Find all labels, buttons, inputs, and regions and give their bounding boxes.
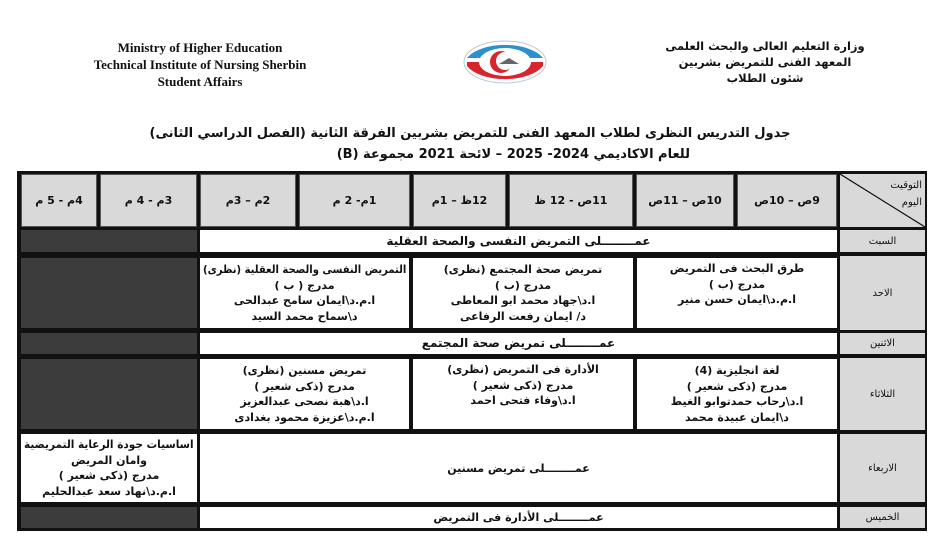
saturday-practical: عمــــــــلى التمريض النفسى والصحة العقل…	[200, 230, 837, 252]
lecturer: ا.م.د\ايمان حسن منير	[678, 293, 796, 306]
room: مدرج (ب )	[708, 277, 766, 291]
time-header: 10ص – 11ص	[636, 174, 734, 227]
sunday-slot-1: طرق البحث فى التمريض مدرج (ب ) ا.م.د\ايم…	[637, 258, 837, 328]
subject: تمريض صحة المجتمع (نظرى)	[443, 263, 603, 276]
monday-practical: عمــــــــلى تمريض صحة المجتمع	[200, 333, 837, 354]
tuesday-slot-2: الأدارة فى التمريض (نظرى) مدرج (ذكى شعير…	[413, 359, 633, 429]
institute-ar: المعهد الفنى للتمريض بشربين	[678, 55, 852, 69]
thursday-practical: عمــــــــلى الأدارة فى التمريض	[200, 507, 837, 528]
schedule-title: جدول التدريس النظرى لطلاب المعهد الفنى ل…	[149, 126, 791, 141]
lecturer: د\سماح محمد السيد	[251, 309, 358, 323]
corner-cell: التوقيت اليوم	[840, 174, 925, 227]
empty-slot	[21, 359, 197, 429]
lecturer: ا.د\رحاب حمدتوابو الغيط	[670, 395, 804, 408]
empty-slot	[21, 230, 197, 252]
lecturer: د\ايمان عبيدة محمد	[685, 410, 789, 424]
lecturer: ا.د\وفاء فتحى احمد	[470, 394, 576, 407]
lecturer: ا.م.د\نهاد سعد عبدالحليم	[42, 484, 176, 498]
schedule-subtitle: للعام الاكاديمي 2024- 2025 – لائحة 2021 …	[336, 147, 690, 162]
subject: لغة انجليزية (4)	[694, 364, 780, 377]
day-tuesday: الثلاثاء	[840, 358, 925, 430]
institute-en: Technical Institute of Nursing Sherbin	[93, 57, 307, 72]
lecturer: ا.د\جهاد محمد ابو المعاطى	[450, 294, 596, 307]
subject: طرق البحث فى التمريض	[669, 262, 805, 275]
tuesday-slot-1: لغة انجليزية (4) مدرج (ذكى شعير ) ا.د\رح…	[637, 359, 837, 429]
affairs-ar: شئون الطلاب	[726, 71, 804, 85]
corner-time-label: التوقيت	[890, 180, 922, 191]
corner-day-label: اليوم	[901, 197, 922, 208]
subject: اساسيات جودة الرعاية التمريضية	[24, 438, 194, 451]
lecturer: ا.م.د\ايمان سامح عبدالحى	[233, 294, 376, 307]
time-header: 12ظ – 1م	[413, 174, 506, 227]
room: مدرج (ب )	[494, 278, 552, 292]
wednesday-practical: عمــــــــلى تمريض مسنين	[200, 434, 837, 502]
tuesday-slot-3: تمريض مسنين (نظرى) مدرج (ذكى شعير ) ا.د\…	[200, 359, 409, 429]
time-header: 9ص – 10ص	[737, 174, 837, 227]
day-wednesday: الاربعاء	[840, 434, 925, 502]
header-english: Ministry of Higher Education Technical I…	[50, 39, 350, 90]
room: مدرج (ذكى شعير )	[58, 469, 160, 482]
room: مدرج (ذكى شعير )	[472, 378, 574, 392]
lecturer: ا.م.د\عزيزة محمود بغدادى	[234, 410, 375, 424]
lecturer: د/ ايمان رفعت الرفاعى	[459, 309, 587, 323]
day-thursday: الخميس	[840, 507, 925, 528]
subject: وامان المريض	[70, 453, 148, 467]
ministry-ar: وزارة التعليم العالى والبحث العلمى	[665, 39, 865, 53]
empty-slot	[21, 258, 197, 328]
time-header: 3م - 4 م	[100, 174, 197, 227]
day-monday: الاثنين	[840, 333, 925, 354]
empty-slot	[21, 507, 197, 528]
day-sunday: الاحد	[840, 256, 925, 330]
empty-slot	[21, 333, 197, 354]
wednesday-late-slot: اساسيات جودة الرعاية التمريضية وامان الم…	[21, 434, 197, 502]
room: مدرج (ذكى شعير )	[254, 379, 355, 393]
time-header: 4م - 5 م	[21, 174, 97, 227]
header-arabic: وزارة التعليم العالى والبحث العلمى المعه…	[630, 38, 900, 86]
room: مدرج ( ب )	[274, 278, 335, 292]
time-header: 2م – 3م	[200, 174, 296, 227]
subject: تمريض مسنين (نظرى)	[242, 364, 367, 377]
affairs-en: Student Affairs	[157, 74, 243, 89]
sunday-slot-3: التمريض النفسى والصحة العقلية (نظرى) مدر…	[200, 258, 409, 328]
subject: الأدارة فى التمريض (نظرى)	[447, 363, 599, 376]
sunday-slot-2: تمريض صحة المجتمع (نظرى) مدرج (ب ) ا.د\ج…	[413, 258, 633, 328]
day-saturday: السبت	[840, 230, 925, 252]
lecturer: ا.د\هبة نصحى عبدالعزيز	[240, 395, 369, 408]
time-header: 1م- 2 م	[299, 174, 410, 227]
room: مدرج (ذكى شعير )	[686, 379, 788, 393]
time-header: 11ص - 12 ظ	[509, 174, 633, 227]
institute-logo	[463, 40, 547, 84]
subject: التمريض النفسى والصحة العقلية (نظرى)	[202, 263, 407, 276]
ministry-en: Ministry of Higher Education	[117, 40, 283, 55]
